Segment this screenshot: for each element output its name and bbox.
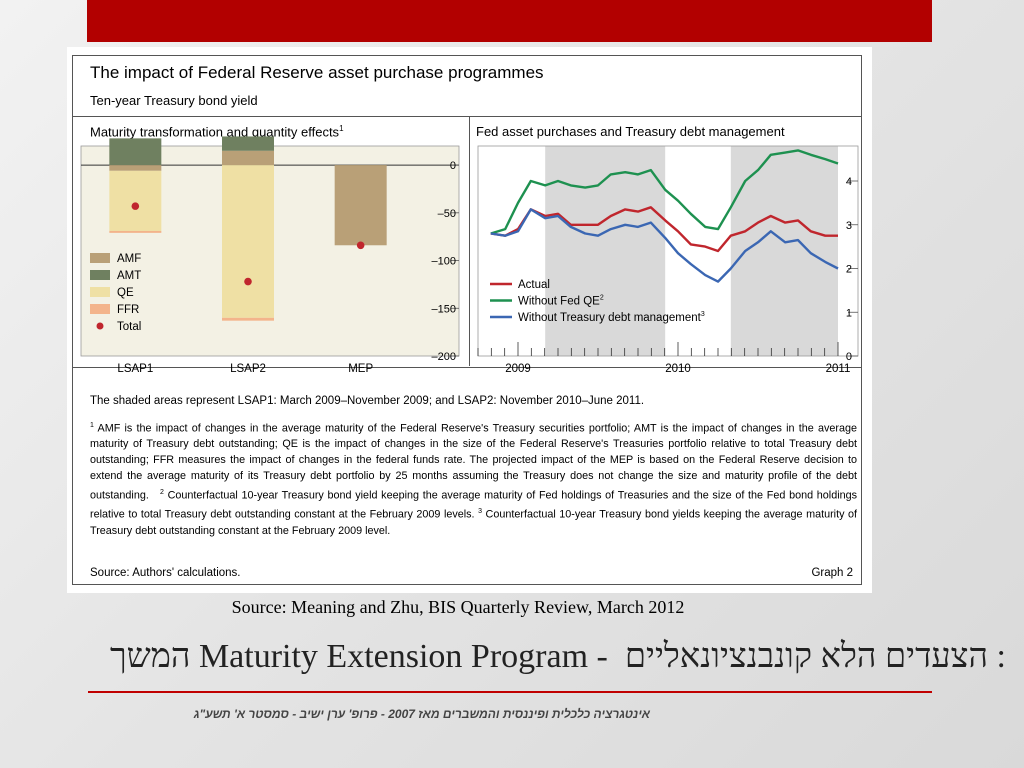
left-ytick-label: –50 — [438, 208, 456, 220]
legend-superscript: 2 — [600, 295, 604, 302]
bar-ffr-lsap2 — [222, 317, 274, 321]
legend-label: Actual — [518, 279, 550, 291]
legend-swatch-ffr — [90, 304, 110, 314]
legend-label: AMT — [117, 270, 141, 282]
shaded-areas-note: The shaded areas represent LSAP1: March … — [90, 395, 645, 407]
legend-superscript: 3 — [701, 311, 705, 318]
right-ytick-label: 0 — [846, 351, 852, 363]
shaded-lsap1 — [545, 146, 666, 356]
top-accent-bar — [87, 0, 932, 42]
left-ytick-label: –150 — [432, 303, 456, 315]
figure-subtitle: Ten-year Treasury bond yield — [90, 93, 258, 108]
legend-label: Total — [117, 321, 141, 333]
bar-qe-lsap2 — [222, 165, 274, 318]
title-underline — [88, 691, 932, 693]
legend-label: Without Fed QE2 — [518, 295, 604, 308]
shaded-lsap2 — [730, 146, 838, 356]
legend-label: Without Treasury debt management3 — [518, 311, 705, 324]
right-panel-title: Fed asset purchases and Treasury debt ma… — [476, 124, 785, 139]
bar-ffr-lsap1 — [109, 230, 162, 233]
title-hebrew-right: הצעדים הלא קונבנציונאליים : — [624, 638, 1006, 675]
bar-qe-lsap1 — [109, 170, 162, 231]
title-english: Maturity Extension Program - — [198, 638, 608, 675]
divider-top — [73, 116, 861, 117]
left-ytick-label: 0 — [450, 160, 456, 172]
figure-title: The impact of Federal Reserve asset purc… — [90, 63, 544, 82]
bar-amt-lsap1 — [109, 138, 162, 166]
figure-panel: The impact of Federal Reserve asset purc… — [67, 47, 872, 593]
figure-frame: The impact of Federal Reserve asset purc… — [72, 55, 862, 585]
left-bar-chart: 0 –50 –100 –150 –200 LSAP1 LSAP2 MEP AMF AMT QE FFR… — [80, 136, 460, 375]
left-ytick-label: –100 — [432, 256, 456, 268]
footnotes: 1 AMF is the impact of changes in the av… — [90, 422, 858, 537]
category-label: LSAP1 — [117, 363, 153, 375]
total-dot-mep — [356, 241, 365, 250]
divider-panels — [469, 116, 470, 366]
right-ytick-label: 4 — [846, 176, 852, 188]
slide-footer: אינטגרציה כלכלית ופיננסית והמשברים מאז 2… — [193, 707, 650, 721]
legend-label: QE — [117, 287, 134, 299]
legend-swatch-amt — [90, 270, 110, 280]
divider-bottom — [73, 367, 861, 368]
x-year-label: 2009 — [505, 363, 531, 375]
right-plot-border — [477, 145, 859, 357]
charts-svg: 0 –50 –100 –150 –200 LSAP1 LSAP2 MEP AMF AMT QE FFR… — [80, 136, 859, 375]
total-dot-lsap1 — [131, 202, 140, 210]
right-ytick-label: 2 — [846, 264, 852, 276]
series-line-without-treasury-debt-management — [490, 208, 839, 283]
category-label: MEP — [348, 363, 373, 375]
graph-number: Graph 2 — [811, 567, 853, 579]
left-ytick-label: –200 — [432, 351, 456, 363]
figure-source: Source: Authors' calculations. — [90, 567, 241, 579]
legend-label: AMF — [117, 253, 141, 265]
series-line-without-fed-qe — [490, 149, 839, 235]
legend-swatch-amf — [90, 253, 110, 263]
slide-title: המשך Maturity Extension Program - הצעדים… — [0, 638, 1010, 676]
bar-amf-lsap2 — [222, 150, 274, 166]
bar-amt-lsap2 — [222, 136, 274, 151]
series-line-actual — [490, 206, 838, 253]
slide-source-caption: Source: Meaning and Zhu, BIS Quarterly R… — [231, 597, 685, 617]
legend-swatch-qe — [90, 287, 110, 297]
x-year-label: 2010 — [665, 363, 691, 375]
category-label: LSAP2 — [230, 363, 266, 375]
title-hebrew-left: המשך — [109, 638, 191, 675]
legend-label: FFR — [117, 304, 139, 316]
bar-amf-mep — [334, 165, 387, 246]
right-ytick-label: 3 — [846, 220, 852, 232]
x-year-label: 2011 — [826, 363, 851, 375]
left-panel-title: Maturity transformation and quantity eff… — [90, 124, 344, 140]
bar-amf-lsap1 — [109, 165, 162, 171]
right-ytick-label: 1 — [846, 307, 852, 319]
legend-swatch-total — [96, 322, 104, 330]
total-dot-lsap2 — [244, 277, 252, 286]
